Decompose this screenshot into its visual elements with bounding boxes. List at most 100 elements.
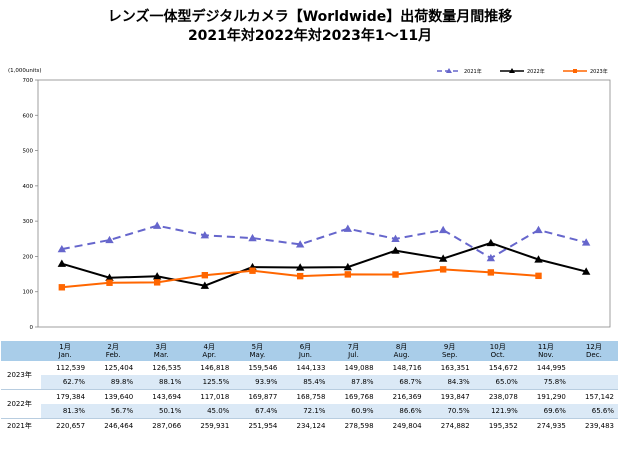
month-header-cell: 8月 Aug.	[377, 341, 426, 361]
month-jp-label: 3月	[155, 343, 167, 351]
value-cell: 287,066	[137, 418, 186, 433]
month-en-label: Oct.	[490, 351, 505, 359]
month-en-label: May.	[249, 351, 266, 359]
ratio-cell: 93.9%	[233, 375, 282, 390]
month-header-cell: 7月 Jul.	[329, 341, 378, 361]
value-cell: 149,088	[344, 364, 374, 372]
value-cell: 148,716	[392, 364, 422, 372]
month-en-label: Jul.	[348, 351, 359, 359]
table-corner-cell	[1, 341, 41, 361]
value-cell	[570, 361, 618, 375]
table-row-values: 2021年 220,657 246,464 287,066 259,931 251,954…	[1, 418, 618, 433]
ratio-cell: 68.7%	[377, 375, 426, 390]
value-cell: 169,768	[329, 389, 378, 404]
data-point-2023年	[296, 272, 304, 280]
value-cell: 274,935	[521, 418, 570, 433]
month-jp-label: 8月	[395, 343, 408, 351]
ratio-cell: 75.8%	[521, 375, 570, 390]
ratio-cell	[569, 375, 618, 390]
value-cell: 179,384	[41, 389, 90, 404]
data-point-2023年	[487, 269, 495, 276]
ratio-cell: 67.4%	[233, 404, 282, 419]
month-jp-label: 12月	[585, 343, 602, 351]
value-cell: 112,539	[56, 364, 86, 372]
month-en-label: Aug.	[393, 351, 410, 359]
value-cell: 168,758	[281, 389, 330, 404]
table-header-row: 1月 Jan. 2月 Feb. 3月 Mar. 4月 Apr. 5月 May. 6月 Jun. 7月 Ju…	[1, 341, 618, 361]
value-cell: 191,290	[521, 389, 570, 404]
ratio-cell: 45.0%	[185, 404, 234, 419]
legend-label-2021年: 2021年	[464, 68, 482, 75]
value-cell: 216,369	[377, 389, 426, 404]
value-cell: 169,877	[233, 389, 282, 404]
row-year-label: 2021年	[1, 418, 41, 433]
ratio-cell: 85.4%	[281, 375, 330, 390]
chart-axes: (1,000units) 0 100 200 300 400 500 600 700	[8, 68, 611, 331]
data-point-2022年	[57, 259, 67, 267]
month-header-cell: 12月 Dec.	[569, 341, 618, 361]
value-cell: 144,133	[296, 364, 326, 372]
month-jp-label: 9月	[443, 343, 456, 351]
data-point-2021年	[391, 234, 400, 243]
month-en-label: Apr.	[202, 351, 217, 359]
data-point-2021年	[438, 225, 448, 234]
y-tick-label: 100	[23, 290, 34, 296]
ratio-cell: 88.1%	[137, 375, 186, 390]
value-cell: 278,598	[329, 418, 378, 433]
data-point-2022年	[534, 255, 543, 263]
month-jp-label: 1月	[59, 343, 71, 351]
value-cell: 125,404	[104, 364, 134, 372]
month-en-label: Sep.	[441, 351, 458, 359]
y-tick-label: 600	[23, 113, 34, 119]
ratio-cell: 86.6%	[377, 404, 426, 419]
month-jp-label: 11月	[537, 343, 554, 351]
data-point-2021年	[534, 225, 543, 234]
data-point-2023年	[106, 279, 113, 286]
value-cell: 146,818	[200, 364, 230, 372]
month-en-label: Jan.	[58, 351, 72, 359]
month-header-cell: 1月 Jan.	[41, 341, 90, 361]
value-cell: 163,351	[440, 364, 470, 372]
data-point-2021年	[295, 240, 305, 248]
ratio-cell: 62.7%	[41, 375, 90, 390]
data-point-2022年	[391, 246, 400, 254]
ratio-cell: 65.0%	[473, 375, 522, 390]
ratio-cell: 70.5%	[425, 404, 474, 419]
ratio-cell: 87.8%	[329, 375, 378, 390]
month-header-cell: 10月 Oct.	[473, 341, 522, 361]
month-jp-label: 6月	[299, 343, 312, 351]
table-row-values: 2023年 112,539 125,404 126,535 146,818 159,546…	[1, 361, 618, 390]
ratio-cell: 56.7%	[89, 404, 138, 419]
ratio-cell: 89.8%	[89, 375, 138, 390]
line-chart: (1,000units) 0 100 200 300 400 500 600 700 2021年…	[8, 68, 611, 331]
data-point-2021年	[486, 253, 496, 262]
month-jp-label: 10月	[489, 343, 506, 351]
value-cell: 251,954	[233, 418, 282, 433]
data-point-2023年	[344, 271, 352, 278]
ratio-cell: 121.9%	[473, 404, 522, 419]
y-tick-label: 300	[23, 219, 34, 225]
data-point-2023年	[535, 272, 542, 280]
data-point-2021年	[248, 233, 257, 242]
data-point-2021年	[581, 238, 591, 246]
legend-marker	[573, 69, 577, 73]
title-line-2: 2021年対2022年対2023年1～11月	[187, 28, 433, 44]
value-cell: 154,672	[488, 364, 518, 372]
data-point-2023年	[249, 267, 256, 274]
value-cell: 126,535	[152, 364, 182, 372]
month-jp-label: 4月	[203, 343, 215, 351]
data-point-2023年	[153, 279, 161, 286]
value-cell: 239,483	[569, 418, 618, 433]
value-cell: 259,931	[185, 418, 234, 433]
value-cell: 157,142	[569, 389, 618, 404]
data-point-2023年	[58, 284, 66, 291]
plot-frame	[37, 79, 611, 328]
month-en-label: Mar.	[153, 351, 169, 359]
month-header-cell: 9月 Sep.	[425, 341, 474, 361]
month-en-label: Dec.	[586, 351, 602, 359]
month-header-cell: 2月 Feb.	[89, 341, 138, 361]
row-year-label: 2022年	[1, 389, 41, 419]
ratio-cell: 125.5%	[185, 375, 234, 390]
ratio-cell: 69.6%	[521, 404, 570, 419]
legend-label-2022年: 2022年	[527, 68, 545, 75]
